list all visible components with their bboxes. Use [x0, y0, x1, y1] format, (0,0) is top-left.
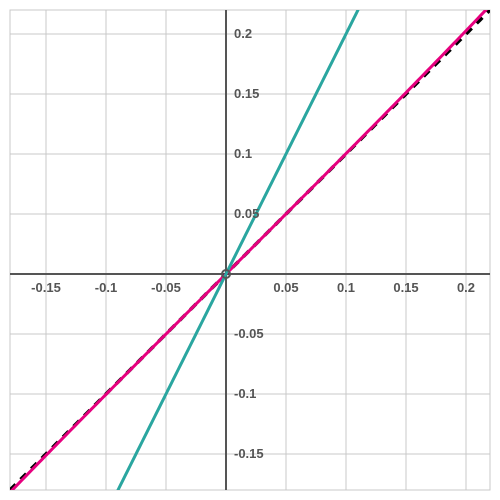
x-tick-label: -0.15	[31, 280, 61, 295]
y-tick-label: 0.15	[234, 86, 259, 101]
y-tick-label: 0.1	[234, 146, 252, 161]
x-tick-label: -0.1	[95, 280, 117, 295]
x-tick-label: 0.1	[337, 280, 355, 295]
y-tick-label: -0.15	[234, 446, 264, 461]
y-tick-label: 0.05	[234, 206, 259, 221]
x-tick-label: 0.15	[393, 280, 418, 295]
x-tick-label: 0.2	[457, 280, 475, 295]
y-tick-label: -0.05	[234, 326, 264, 341]
x-tick-label: -0.05	[151, 280, 181, 295]
y-tick-label: 0.2	[234, 26, 252, 41]
x-tick-label: 0.05	[273, 280, 298, 295]
line-chart: -0.15 -0.1 -0.05 0.05 0.1 0.15 0.2 -0.15 -0.1 -0.…	[0, 0, 500, 500]
y-tick-label: -0.1	[234, 386, 256, 401]
